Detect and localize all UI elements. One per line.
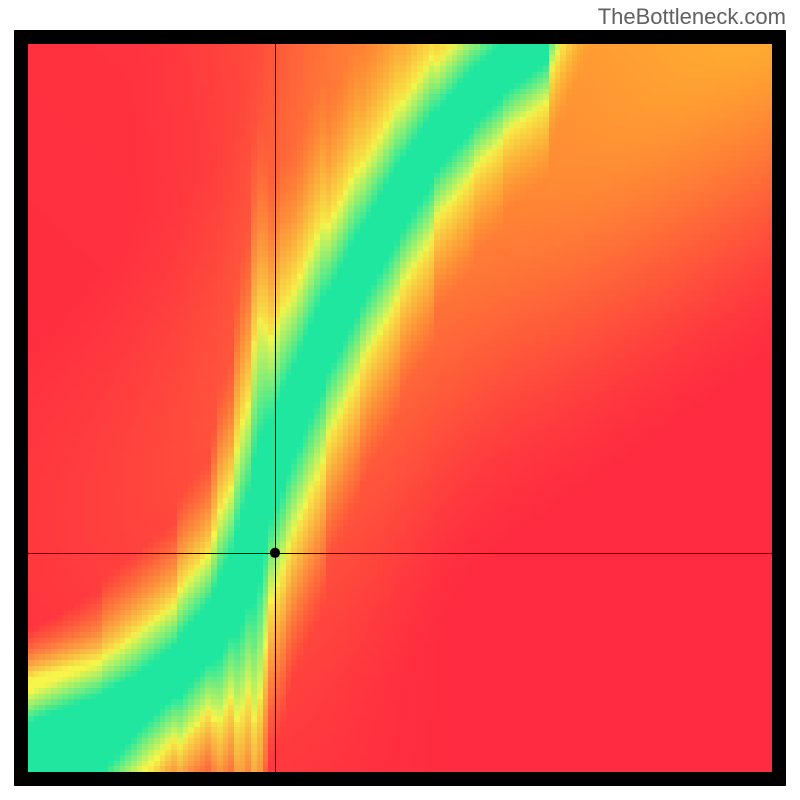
watermark-text: TheBottleneck.com: [598, 4, 786, 30]
overlay-canvas: [0, 0, 800, 800]
chart-container: TheBottleneck.com: [0, 0, 800, 800]
